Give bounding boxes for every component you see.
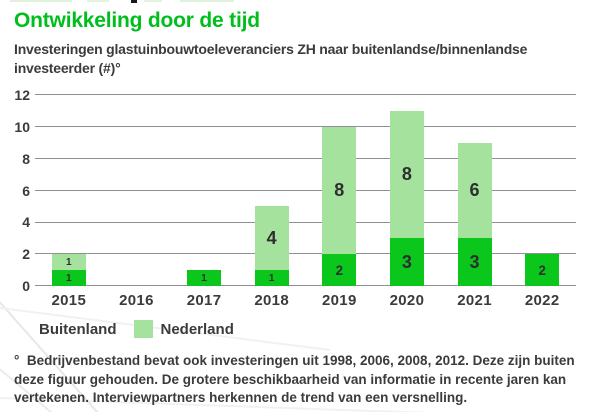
x-tick-label: 2018 (254, 292, 289, 309)
bar-value-label: 2 (335, 262, 344, 278)
x-tick-label: 2016 (119, 292, 154, 309)
bar-value-label: 1 (66, 272, 72, 284)
x-tick-label: 2017 (186, 292, 222, 309)
bar-segment-nederland: 4 (254, 206, 289, 271)
page-title: Ontwikkeling door de tijd (14, 9, 260, 32)
bar-value-label: 1 (268, 272, 275, 284)
chart-subtitle-line1: Investeringen glastuinbouwtoeleverancier… (14, 41, 528, 57)
y-tick-label: 10 (14, 118, 30, 135)
bar-segment-nederland: 8 (389, 110, 424, 239)
bar-segment-buitenland: 3 (457, 238, 492, 286)
stacked-bar: 2 (525, 254, 560, 286)
gridline (35, 94, 576, 96)
bar-segment-nederland: 6 (457, 142, 492, 239)
legend-label-nederland: Nederland (160, 320, 234, 338)
gridline (35, 189, 576, 191)
bar-column-2017: 1 (170, 95, 238, 286)
bar-value-label: 3 (401, 251, 412, 272)
bar-segment-buitenland: 2 (525, 254, 560, 286)
chart-subtitle: Investeringen glastuinbouwtoeleverancier… (14, 40, 527, 78)
gridline (35, 285, 576, 287)
bar-segment-nederland: 1 (51, 254, 86, 271)
bar-column-2016 (103, 95, 171, 286)
footnote-line1: ° Bedrijvenbestand bevat ook investering… (14, 353, 575, 368)
bar-segment-buitenland: 2 (322, 254, 357, 286)
y-tick-label: 8 (22, 150, 30, 167)
cutoff-text-artifact (144, 0, 162, 2)
gridline (35, 253, 576, 255)
y-axis: 0 2 4 6 8 10 12 (0, 87, 30, 294)
footnote-line2: deze figuur gehouden. De grotere beschik… (14, 371, 567, 387)
cutoff-text-artifact (87, 0, 109, 2)
x-tick-label: 2015 (51, 292, 87, 309)
bar-value-label: 6 (469, 180, 480, 200)
legend-swatch-buitenland (12, 320, 31, 338)
chart-subtitle-line2: investeerder (#)° (14, 60, 121, 76)
gridline (35, 126, 576, 128)
gridline (35, 221, 576, 223)
cutoff-text-artifact (10, 0, 72, 2)
chart-legend: Buitenland Nederland (12, 320, 251, 338)
gridline (35, 157, 576, 159)
y-tick-label: 4 (22, 214, 30, 231)
chart-grid (35, 94, 576, 287)
bar-value-label: 1 (201, 272, 207, 284)
bar-value-label: 3 (469, 251, 480, 272)
bar-segment-buitenland: 1 (51, 270, 86, 286)
x-axis: 2015 2016 2017 2018 2019 2020 2021 2022 (35, 292, 576, 309)
x-tick-label: 2019 (322, 292, 357, 309)
bar-value-label: 8 (334, 180, 345, 200)
bar-value-label: 1 (66, 256, 72, 268)
legend-label-buitenland: Buitenland (39, 320, 117, 338)
bar-segment-nederland: 8 (322, 126, 357, 255)
cutoff-text-artifact (131, 0, 137, 3)
y-tick-label: 6 (22, 182, 30, 199)
bar-segment-buitenland: 1 (187, 270, 222, 286)
x-tick-label: 2020 (389, 292, 425, 309)
footnote-line3: vertekenen. Interviewpartners herkennen … (14, 390, 468, 405)
bar-value-label: 2 (538, 262, 546, 278)
y-tick-label: 12 (14, 87, 30, 103)
cutoff-text-artifact (180, 0, 234, 2)
bar-value-label: 8 (401, 164, 412, 185)
x-tick-label: 2022 (524, 292, 560, 309)
bar-segment-buitenland: 3 (389, 238, 424, 286)
y-tick-label: 0 (22, 278, 30, 294)
footnote: ° Bedrijvenbestand bevat ook investering… (14, 352, 575, 408)
y-tick-label: 2 (22, 246, 30, 263)
bar-column-2022: 2 (508, 95, 576, 286)
bar-value-label: 4 (266, 227, 277, 248)
x-tick-label: 2021 (457, 292, 492, 309)
legend-swatch-nederland (133, 320, 153, 338)
stacked-bar: 1 (187, 270, 222, 286)
bar-segment-buitenland: 1 (254, 270, 289, 286)
